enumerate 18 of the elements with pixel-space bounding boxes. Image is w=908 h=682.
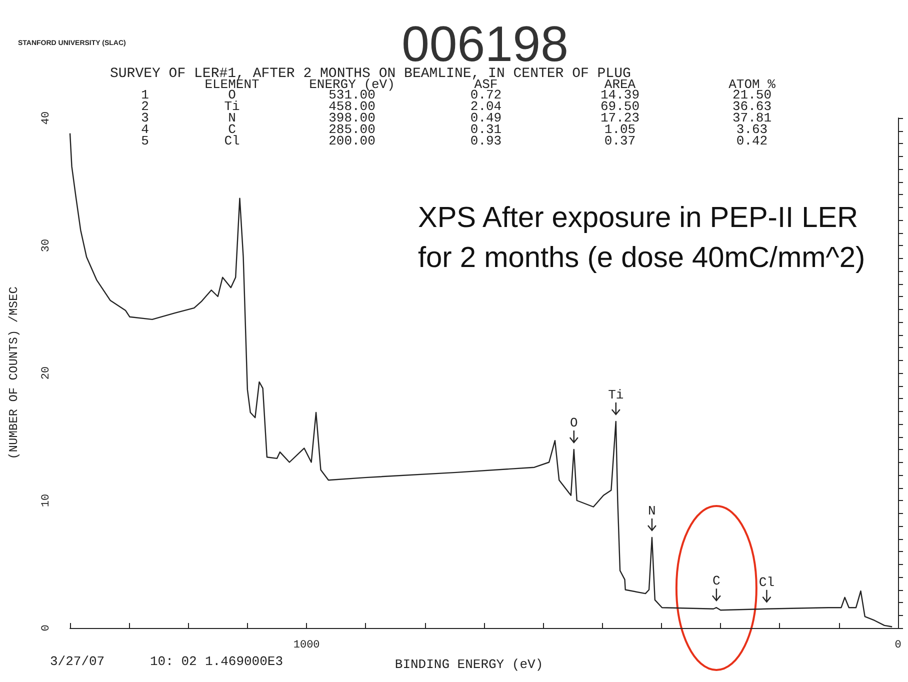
- x-axis-title: BINDING ENERGY (eV): [394, 657, 544, 672]
- text: 3/27/07: [50, 654, 105, 669]
- y-tick-label: 40: [40, 111, 52, 125]
- y-axis-title: (NUMBER OF COUNTS) /MSEC: [7, 286, 21, 460]
- y-tick-label: 10: [40, 494, 52, 508]
- annotation: N: [648, 503, 656, 518]
- y-tick-label: 20: [40, 366, 52, 380]
- annotation: Cl: [224, 134, 240, 148]
- annotation: XPS After exposure in PEP-II LER for 2 months (e dose 40mC/mm^2): [418, 202, 866, 274]
- y-tick-label: 0: [40, 624, 52, 632]
- text: 10: 02: [150, 654, 197, 669]
- x-tick-label: 1000: [293, 640, 320, 652]
- annotation: Cl: [758, 574, 775, 590]
- annotation: O: [570, 416, 578, 430]
- annotation: C: [712, 574, 721, 589]
- y-tick-label: 30: [40, 238, 52, 252]
- text: 1.469000E3: [205, 654, 284, 669]
- annotation: Ti: [608, 387, 624, 402]
